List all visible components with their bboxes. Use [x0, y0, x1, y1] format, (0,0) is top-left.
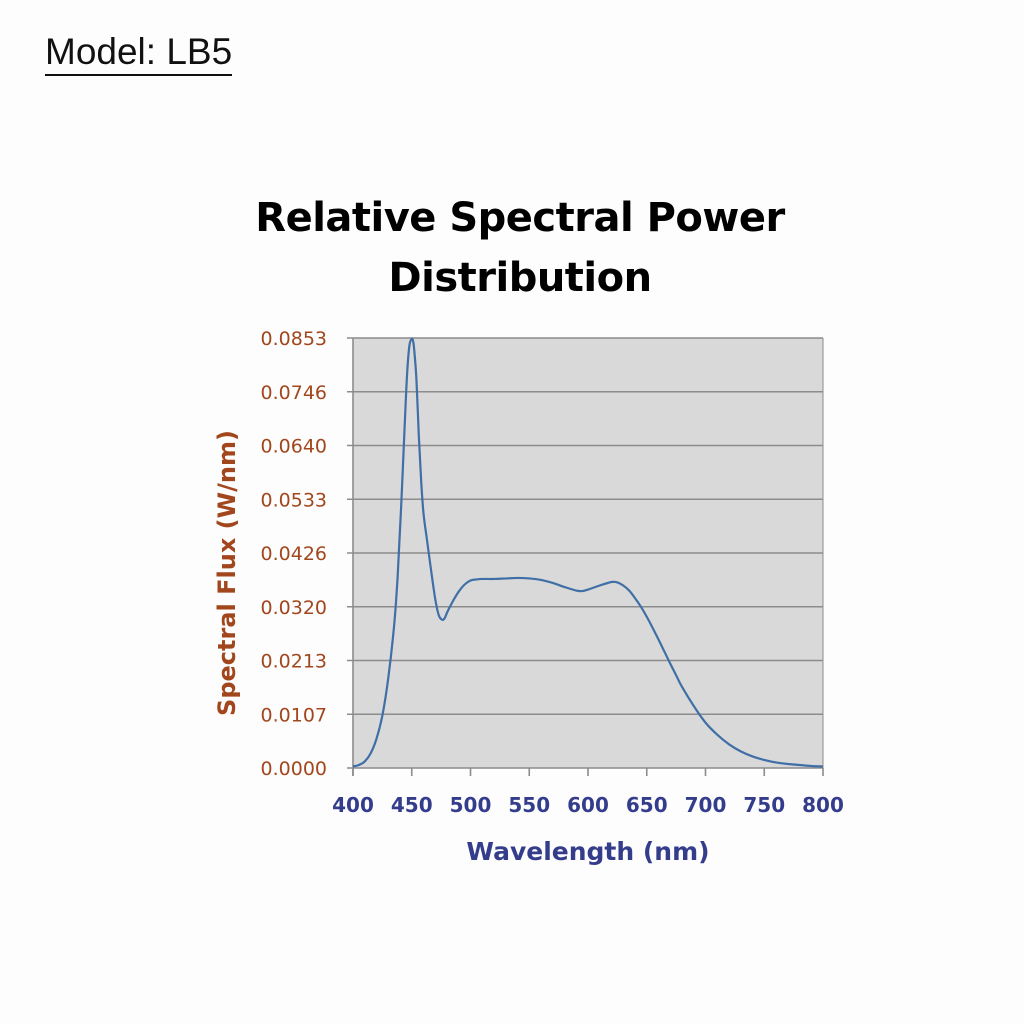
- chart-title-line-2: Distribution: [388, 255, 652, 301]
- y-tick-label: 0.0213: [261, 651, 327, 673]
- y-tick-label: 0.0640: [261, 436, 327, 458]
- y-tick-label: 0.0426: [261, 543, 327, 565]
- spectral-flux-line: [352, 337, 824, 768]
- y-axis-label: Spectral Flux (W/nm): [213, 430, 241, 716]
- y-tick-label: 0.0533: [261, 489, 327, 511]
- x-tick-label: 550: [508, 793, 550, 817]
- x-axis-label: Wavelength (nm): [466, 837, 709, 866]
- y-tick-label: 0.0746: [261, 382, 327, 404]
- x-tick-label: 400: [332, 793, 374, 817]
- chart-title: Relative Spectral Power Distribution: [220, 188, 820, 308]
- x-tick-label: 500: [450, 793, 492, 817]
- axes: [352, 338, 824, 776]
- x-tick-label: 800: [802, 793, 844, 817]
- gridlines: [347, 337, 823, 769]
- y-tick-label: 0.0000: [261, 758, 327, 780]
- y-tick-label: 0.0853: [261, 328, 327, 350]
- y-tick-label: 0.0320: [261, 597, 327, 619]
- y-tick-labels: 0.0000 0.0107 0.0213 0.0320 0.0426 0.0533 0.06…: [261, 328, 327, 780]
- x-tick-label: 600: [567, 793, 609, 817]
- x-tick-label: 450: [391, 793, 433, 817]
- x-tick-labels: 400 450 500 550 600 650 700 750 800: [332, 793, 844, 817]
- model-label: Model: LB5: [45, 30, 233, 76]
- chart-title-line-1: Relative Spectral Power: [255, 195, 785, 241]
- x-tick-label: 650: [626, 793, 668, 817]
- x-tick-label: 750: [743, 793, 785, 817]
- x-tick-label: 700: [685, 793, 727, 817]
- y-tick-label: 0.0107: [261, 704, 327, 726]
